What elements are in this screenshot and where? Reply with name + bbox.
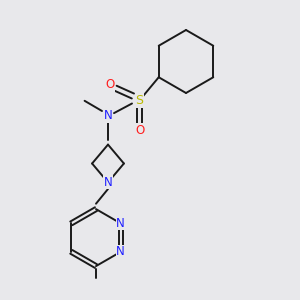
Text: N: N	[103, 109, 112, 122]
Text: S: S	[136, 94, 143, 107]
Text: O: O	[135, 124, 144, 137]
Text: N: N	[116, 245, 125, 258]
Text: N: N	[103, 176, 112, 189]
Text: O: O	[105, 78, 114, 91]
Text: N: N	[116, 217, 125, 230]
